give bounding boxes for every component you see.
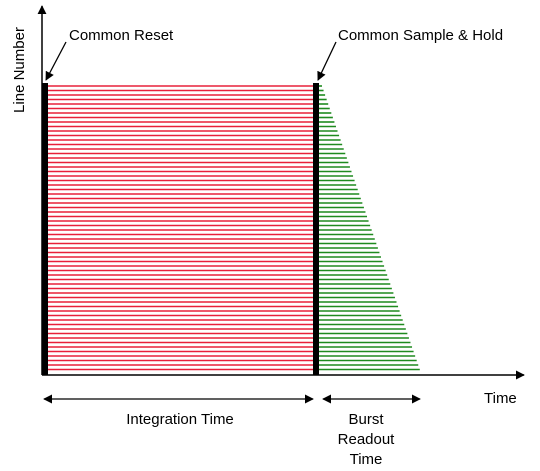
burst-readout-label-line-1: Burst bbox=[348, 411, 384, 428]
burst-readout-label-line-2: Readout bbox=[338, 431, 396, 448]
common-reset-label: Common Reset bbox=[69, 27, 174, 44]
burst-readout-label-line-3: Time bbox=[350, 451, 383, 468]
common-reset-callout-arrow bbox=[45, 41, 67, 81]
common-sample-hold-label: Common Sample & Hold bbox=[338, 27, 503, 44]
readout-lines bbox=[319, 85, 420, 371]
integration-time-label: Integration Time bbox=[126, 411, 234, 428]
integration-lines bbox=[48, 85, 313, 371]
common-sample-hold-bar bbox=[313, 83, 319, 375]
common-reset-bar bbox=[42, 83, 48, 375]
common-sample-hold-callout-arrow bbox=[317, 41, 337, 81]
y-axis-label: Line Number bbox=[11, 27, 28, 113]
x-axis-label: Time bbox=[484, 390, 517, 407]
